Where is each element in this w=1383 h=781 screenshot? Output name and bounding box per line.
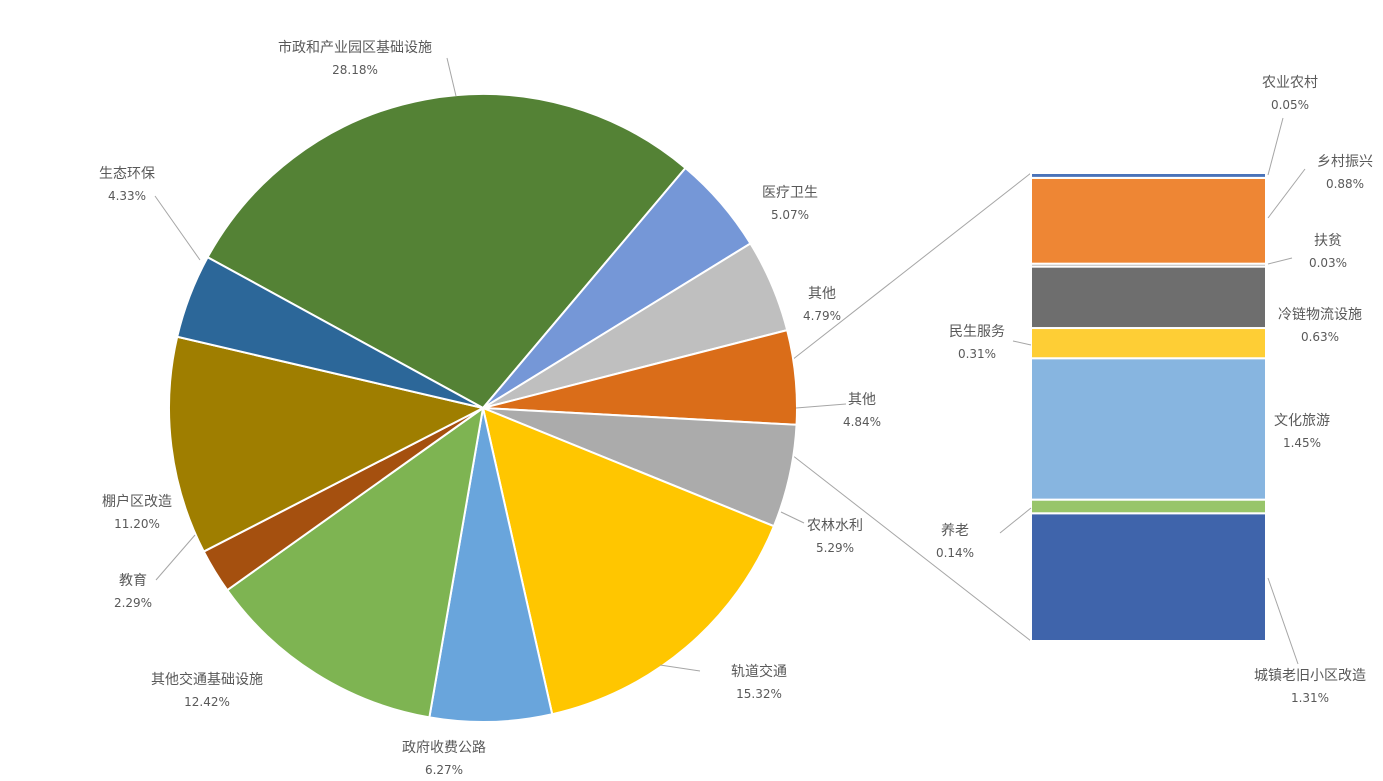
connector-line (791, 172, 1032, 361)
pie-to-bar-connectors (791, 172, 1032, 642)
pie-slice (225, 405, 485, 719)
bar-segment (1030, 498, 1267, 515)
leader-line (155, 534, 196, 581)
leader-line (795, 403, 847, 409)
pie-label-name: 轨道交通 (731, 663, 787, 680)
bar-label-name: 城镇老旧小区改造 (1254, 668, 1366, 684)
leader-line (1267, 117, 1284, 176)
pie-label-value: 5.29% (816, 541, 854, 555)
pie-slice (428, 407, 554, 723)
leader-line (780, 511, 805, 524)
pie-label-value: 6.27% (425, 763, 463, 777)
leader-line (1267, 577, 1299, 665)
pie-slice (175, 255, 484, 409)
bar-label-value: 0.03% (1309, 256, 1347, 270)
pie-label-value: 28.18% (332, 63, 378, 77)
bar-label-value: 0.31% (958, 347, 996, 361)
pie-label-value: 4.84% (843, 415, 881, 429)
bar-label-name: 扶贫 (1314, 233, 1342, 249)
bar-label-value: 0.14% (936, 546, 974, 560)
bar-label-name: 文化旅游 (1274, 413, 1330, 429)
pie-label-value: 4.33% (108, 189, 146, 203)
leader-line (154, 195, 201, 261)
data-labels: 市政和产业园区基础设施 28.18% 医疗卫生 5.07% 其他 4.79% 其他 4.84%… (99, 39, 1373, 777)
leader-line (446, 57, 457, 97)
pie-label-name: 市政和产业园区基础设施 (278, 39, 432, 56)
leader-line (1267, 168, 1306, 219)
leader-lines (154, 57, 1306, 672)
bar-label-value: 0.05% (1271, 98, 1309, 112)
bar-label-name: 养老 (941, 523, 969, 539)
bar-label-name: 民生服务 (949, 324, 1005, 340)
pie-label-name: 其他交通基础设施 (151, 671, 263, 688)
bar-label-name: 冷链物流设施 (1278, 307, 1362, 323)
pie (168, 92, 798, 723)
bar-segment (1030, 265, 1267, 330)
pie-label-name: 教育 (119, 573, 147, 589)
pie-label-name: 农林水利 (807, 518, 863, 534)
pie-label-name: 棚户区改造 (102, 493, 172, 510)
leader-line (1267, 257, 1293, 265)
pie-label-name: 其他 (848, 392, 876, 408)
stacked-bar (1030, 172, 1267, 643)
bar-label-name: 农业农村 (1262, 75, 1318, 91)
pie-label-name: 生态环保 (99, 166, 155, 182)
bar-segment (1030, 176, 1267, 265)
leader-line (1012, 340, 1032, 346)
pie-label-name: 医疗卫生 (762, 185, 818, 201)
bar-label-name: 乡村振兴 (1317, 154, 1373, 170)
bar-segment (1030, 327, 1267, 360)
pie-label-value: 12.42% (184, 695, 230, 709)
leader-line (659, 664, 701, 672)
bar-segment (1030, 172, 1267, 179)
pie-label-value: 11.20% (114, 517, 160, 531)
bar-label-value: 1.45% (1283, 436, 1321, 450)
bar-label-value: 0.88% (1326, 177, 1364, 191)
pie-slice (481, 406, 776, 716)
bar-label-value: 0.63% (1301, 330, 1339, 344)
pie-label-name: 政府收费公路 (402, 740, 486, 756)
bar-segment (1030, 512, 1267, 643)
pie-label-value: 4.79% (803, 309, 841, 323)
leader-line (999, 507, 1032, 534)
connector-line (791, 454, 1032, 642)
pie-label-name: 其他 (808, 286, 836, 302)
pie-slice (206, 92, 687, 410)
bar-segment (1030, 357, 1267, 501)
pie-label-value: 5.07% (771, 208, 809, 222)
pie-label-value: 2.29% (114, 596, 152, 610)
pie-label-value: 15.32% (736, 687, 782, 701)
bar-label-value: 1.31% (1291, 691, 1329, 705)
